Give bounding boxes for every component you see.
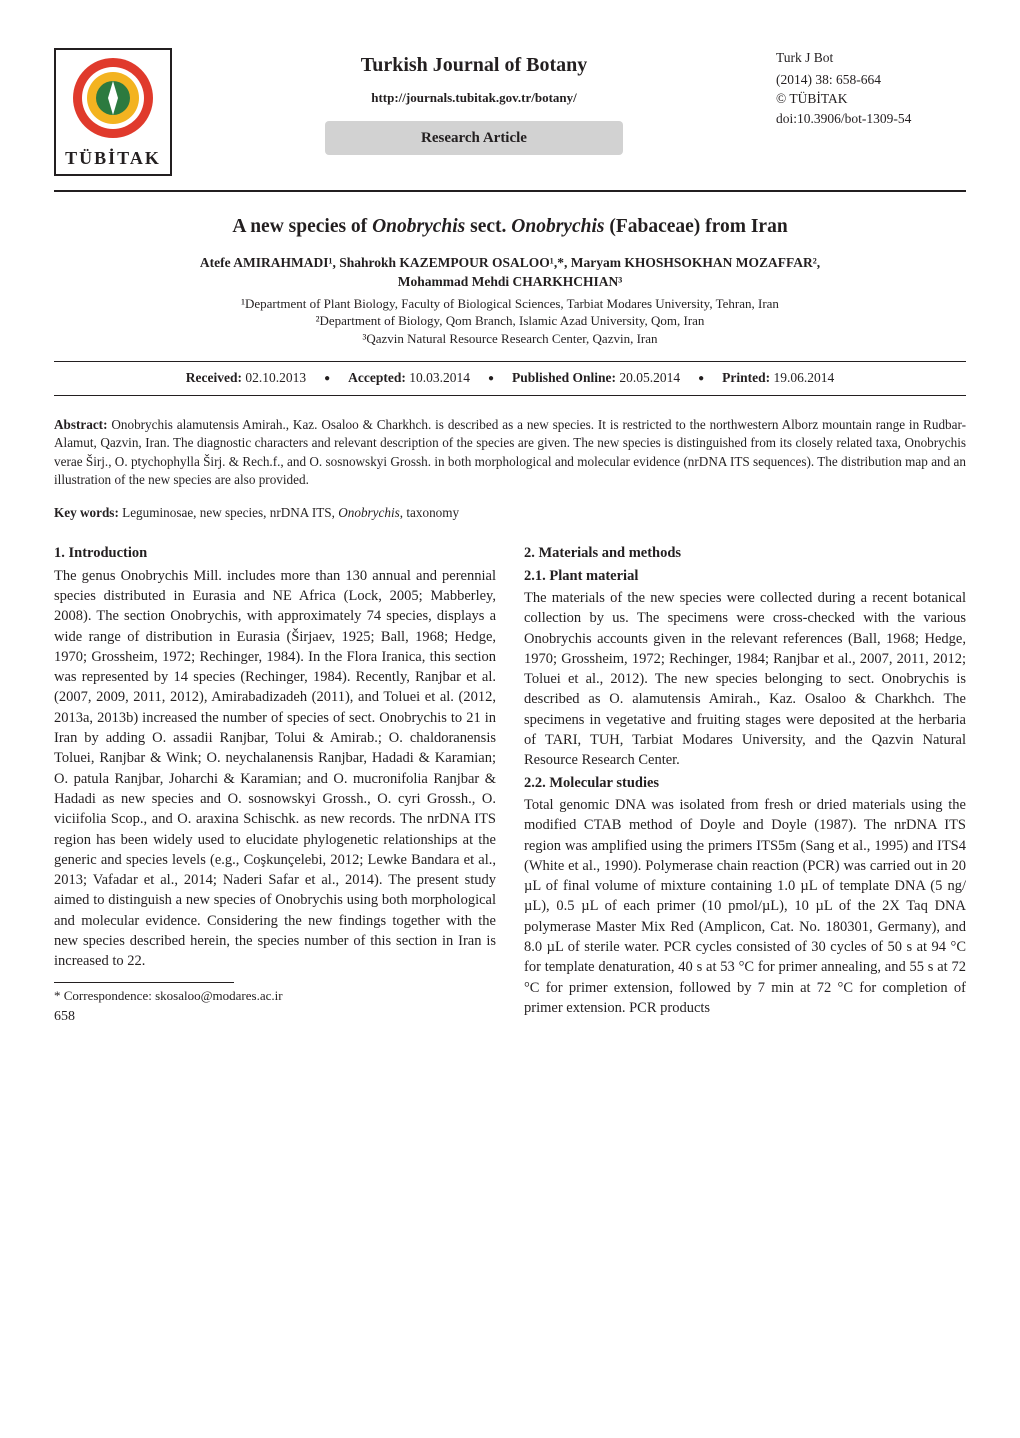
journal-copyright: © TÜBİTAK (776, 89, 966, 109)
journal-meta: Turk J Bot (2014) 38: 658-664 © TÜBİTAK … (776, 48, 966, 128)
body-columns: 1. Introduction The genus Onobrychis Mil… (54, 543, 966, 1026)
abstract-text: Onobrychis alamutensis Amirah., Kaz. Osa… (54, 417, 966, 487)
article-title: A new species of Onobrychis sect. Onobry… (54, 214, 966, 240)
section-2-1-head: 2.1. Plant material (524, 566, 966, 586)
printed-date: 19.06.2014 (774, 370, 835, 385)
page-number: 658 (54, 1007, 496, 1027)
section-2-head: 2. Materials and methods (524, 543, 966, 563)
logo-text: TÜBİTAK (65, 148, 161, 168)
section-1-head: 1. Introduction (54, 543, 496, 563)
printed-label: Printed: (722, 370, 770, 385)
authors-line2: Mohammad Mehdi CHARKHCHIAN³ (54, 273, 966, 291)
abstract: Abstract: Onobrychis alamutensis Amirah.… (54, 416, 966, 490)
dates-bar: Received: 02.10.2013 ● Accepted: 10.03.2… (54, 361, 966, 395)
keywords: Key words: Leguminosae, new species, nrD… (54, 504, 966, 522)
authors-line1: Atefe AMIRAHMADI¹, Shahrokh KAZEMPOUR OS… (54, 254, 966, 272)
header-row: TÜBİTAK Turkish Journal of Botany http:/… (54, 48, 966, 176)
bullet-icon: ● (324, 372, 330, 386)
accepted-label: Accepted: (348, 370, 406, 385)
title-taxon1: Onobrychis (372, 216, 465, 237)
published-date: 20.05.2014 (619, 370, 680, 385)
affil-3: ³Qazvin Natural Resource Research Center… (54, 330, 966, 348)
affiliations: ¹Department of Plant Biology, Faculty of… (54, 295, 966, 348)
abstract-label: Abstract: (54, 417, 107, 432)
journal-short: Turk J Bot (776, 48, 966, 68)
bullet-icon: ● (698, 372, 704, 386)
title-pre: A new species of (232, 216, 372, 237)
tubitak-logo-icon: TÜBİTAK (54, 48, 172, 176)
title-taxon2: Onobrychis (511, 216, 604, 237)
journal-title: Turkish Journal of Botany (180, 52, 768, 79)
published-label: Published Online: (512, 370, 616, 385)
section-2-1-text: The materials of the new species were co… (524, 588, 966, 771)
article-type-pill: Research Article (325, 121, 623, 155)
received: Received: 02.10.2013 (186, 369, 306, 387)
authors: Atefe AMIRAHMADI¹, Shahrokh KAZEMPOUR OS… (54, 254, 966, 290)
section-2-2-head: 2.2. Molecular studies (524, 773, 966, 793)
received-date: 02.10.2013 (245, 370, 306, 385)
header-divider (54, 190, 966, 192)
printed: Printed: 19.06.2014 (722, 369, 834, 387)
footnote-rule (54, 982, 234, 983)
accepted: Accepted: 10.03.2014 (348, 369, 470, 387)
published: Published Online: 20.05.2014 (512, 369, 680, 387)
section-2-2-text: Total genomic DNA was isolated from fres… (524, 795, 966, 1018)
journal-url[interactable]: http://journals.tubitak.gov.tr/botany/ (180, 89, 768, 107)
title-post: (Fabaceae) from Iran (604, 216, 787, 237)
journal-volume: (2014) 38: 658-664 (776, 70, 966, 90)
bullet-icon: ● (488, 372, 494, 386)
right-column: 2. Materials and methods 2.1. Plant mate… (524, 543, 966, 1026)
received-label: Received: (186, 370, 242, 385)
publisher-logo: TÜBİTAK (54, 48, 172, 176)
left-column: 1. Introduction The genus Onobrychis Mil… (54, 543, 496, 1026)
keywords-label: Key words: (54, 505, 119, 520)
title-mid: sect. (465, 216, 511, 237)
affil-1: ¹Department of Plant Biology, Faculty of… (54, 295, 966, 313)
section-1-text: The genus Onobrychis Mill. includes more… (54, 566, 496, 972)
accepted-date: 10.03.2014 (409, 370, 470, 385)
correspondence-footnote: * Correspondence: skosaloo@modares.ac.ir (54, 987, 496, 1005)
center-header: Turkish Journal of Botany http://journal… (172, 48, 776, 155)
affil-2: ²Department of Biology, Qom Branch, Isla… (54, 312, 966, 330)
keywords-text: Leguminosae, new species, nrDNA ITS, Ono… (122, 505, 459, 520)
journal-doi: doi:10.3906/bot-1309-54 (776, 109, 966, 129)
